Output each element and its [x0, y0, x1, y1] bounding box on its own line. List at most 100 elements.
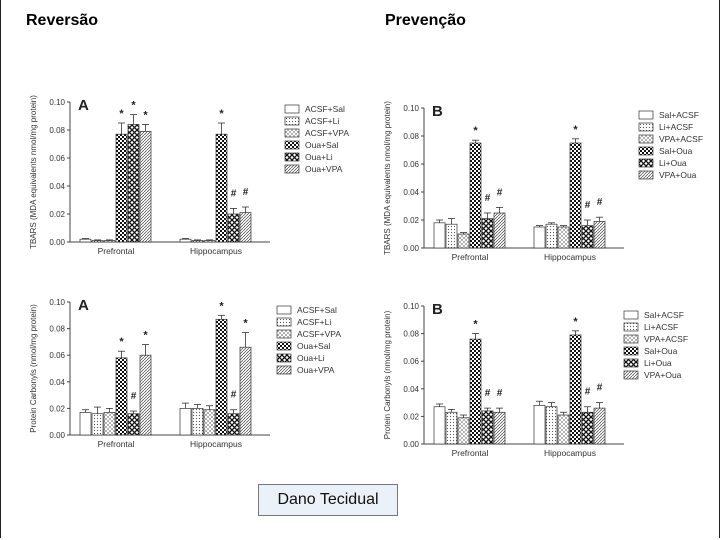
bar: [227, 413, 240, 436]
y-axis-label: TBARS (MDA equivalents nmol/mg protein): [383, 101, 392, 255]
y-tick-label: 0.06: [403, 160, 419, 169]
bar: [239, 212, 252, 243]
bar: [469, 142, 482, 249]
bar: [593, 221, 606, 249]
bar: [545, 406, 558, 445]
panel-letter: B: [432, 301, 443, 318]
bar: [581, 411, 594, 445]
y-tick-label: 0.02: [49, 404, 65, 413]
y-tick-label: 0.00: [403, 244, 419, 253]
y-tick-label: 0.00: [403, 440, 419, 449]
significance-mark: #: [231, 390, 237, 401]
legend-label: VPA+ACSF: [659, 134, 703, 144]
y-tick-label: 0.02: [403, 216, 419, 225]
bar: [593, 407, 606, 445]
significance-mark: *: [573, 124, 578, 136]
chart-carbonyls-prevention: B 0.00 0.02 0.04 0.06 0.08 0.10 Protein Carbony…: [383, 301, 688, 458]
legend-label: Oua+Li: [297, 353, 325, 363]
bar: [191, 240, 204, 243]
legend-label: VPA+ACSF: [644, 334, 688, 344]
y-axis-label: Protein Carbonyls (nmol/mg protein): [29, 304, 38, 433]
legend-label: Li+Oua: [659, 158, 687, 168]
legend-label: ACSF+Sal: [305, 104, 345, 114]
bar: [581, 225, 594, 249]
legend-swatch: [623, 334, 639, 344]
significance-mark: *: [473, 125, 478, 137]
x-tick-label: Hippocampus: [190, 439, 242, 449]
bar: [91, 240, 104, 243]
legend-label: Oua+VPA: [305, 164, 343, 174]
y-tick-label: 0.06: [49, 351, 65, 360]
bar: [557, 226, 570, 249]
x-tick-label: Prefrontal: [452, 252, 489, 262]
significance-mark: *: [131, 100, 136, 112]
legend-swatch: [276, 329, 292, 339]
bar: [433, 222, 446, 249]
bar: [557, 414, 570, 445]
bar: [79, 238, 92, 243]
legend-label: Oua+Li: [305, 152, 333, 162]
y-tick-label: 0.10: [403, 104, 419, 113]
legend-label: Li+ACSF: [644, 322, 678, 332]
significance-mark: #: [597, 383, 603, 394]
legend-swatch: [638, 110, 654, 120]
y-tick-label: 0.04: [49, 182, 65, 191]
bar: [127, 124, 140, 243]
bar: [227, 213, 240, 243]
legend-label: Sal+ACSF: [644, 310, 684, 320]
significance-mark: *: [243, 318, 248, 330]
bar: [493, 411, 506, 445]
significance-mark: #: [231, 188, 237, 199]
y-tick-label: 0.04: [49, 378, 65, 387]
significance-mark: #: [497, 187, 503, 198]
bar: [239, 346, 252, 436]
legend-swatch: [276, 317, 292, 327]
bar: [127, 413, 140, 436]
bar: [493, 212, 506, 249]
legend-label: ACSF+Li: [297, 317, 331, 327]
bar: [457, 417, 470, 445]
y-tick-label: 0.00: [49, 238, 65, 247]
bar: [533, 226, 546, 249]
legend-label: ACSF+Li: [305, 116, 339, 126]
legend-label: Li+Oua: [644, 358, 672, 368]
significance-mark: *: [473, 319, 478, 331]
legend-swatch: [638, 170, 654, 180]
bar: [139, 354, 152, 436]
y-tick-label: 0.10: [403, 302, 419, 311]
legend-label: Sal+Oua: [644, 346, 678, 356]
legend-swatch: [276, 353, 292, 363]
legend-swatch: [623, 346, 639, 356]
y-axis-label: TBARS (MDA equivalents nmol/mg protein): [29, 95, 38, 249]
bar: [115, 133, 128, 243]
significance-mark: *: [119, 108, 124, 120]
significance-mark: #: [585, 387, 591, 398]
bar: [115, 357, 128, 436]
legend-swatch: [623, 322, 639, 332]
bar: [445, 411, 458, 445]
y-tick-label: 0.08: [403, 132, 419, 141]
legend-swatch: [284, 152, 300, 162]
bar: [433, 406, 446, 445]
legend-swatch: [638, 146, 654, 156]
chart-tbars-reversal: A 0.00 0.02 0.04 0.06 0.08 0.10 TBARS (MDA equi…: [29, 95, 349, 256]
significance-mark: #: [497, 388, 503, 399]
legend-swatch: [284, 164, 300, 174]
significance-mark: #: [585, 200, 591, 211]
x-tick-label: Prefrontal: [98, 246, 135, 256]
y-axis-label: Protein Carbonyls (nmol/mg protein): [383, 310, 392, 439]
legend-swatch: [284, 128, 300, 138]
caption-box: Dano Tecidual: [258, 484, 398, 516]
significance-mark: *: [219, 300, 224, 312]
significance-mark: *: [573, 316, 578, 328]
panel-letter: A: [78, 297, 89, 314]
bar: [179, 238, 192, 243]
y-tick-label: 0.06: [403, 357, 419, 366]
legend-swatch: [623, 370, 639, 380]
y-tick-label: 0.08: [403, 330, 419, 339]
y-tick-label: 0.02: [49, 210, 65, 219]
bar: [569, 142, 582, 249]
significance-mark: #: [485, 193, 491, 204]
y-tick-label: 0.08: [49, 325, 65, 334]
y-tick-label: 0.02: [403, 412, 419, 421]
